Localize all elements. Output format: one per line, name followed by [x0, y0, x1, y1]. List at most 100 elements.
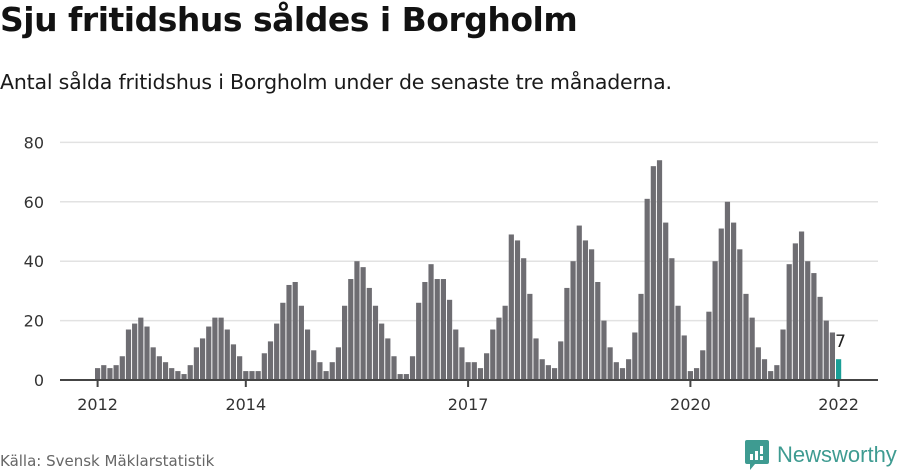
bar — [379, 323, 385, 380]
bar — [125, 329, 132, 380]
bar — [193, 347, 199, 380]
x-tick-label: 2014 — [225, 395, 266, 414]
bar — [663, 222, 669, 380]
bar — [551, 368, 558, 380]
bar — [576, 225, 582, 380]
chart-subtitle: Antal sålda fritidshus i Borgholm under … — [0, 70, 672, 94]
bar — [521, 258, 527, 380]
bar — [626, 359, 632, 380]
bar — [360, 267, 366, 380]
bar — [385, 338, 391, 380]
bar — [669, 258, 675, 380]
bar — [471, 362, 477, 380]
bar — [743, 293, 749, 380]
bar — [706, 311, 712, 380]
x-tick-label: 2012 — [77, 395, 118, 414]
bar — [755, 347, 761, 380]
bar — [582, 240, 589, 380]
bar — [403, 374, 409, 380]
bar — [650, 166, 656, 380]
bar — [280, 302, 286, 380]
bar — [823, 320, 829, 380]
y-tick-label: 40 — [24, 252, 44, 271]
bar — [632, 332, 638, 380]
bar — [589, 249, 595, 380]
bar — [304, 329, 311, 380]
bar — [514, 240, 521, 380]
bar — [761, 359, 768, 380]
bar — [613, 362, 619, 380]
bar — [298, 305, 304, 380]
bar — [533, 338, 539, 380]
bar — [274, 323, 280, 380]
bar — [354, 261, 360, 380]
bar — [607, 347, 613, 380]
bar — [422, 281, 428, 380]
bar — [119, 356, 125, 380]
bar — [829, 332, 836, 380]
bar — [255, 371, 261, 380]
bar — [101, 365, 107, 380]
bar — [218, 317, 224, 380]
bar — [230, 344, 237, 380]
bar — [700, 350, 706, 380]
bar — [329, 362, 335, 380]
bar — [428, 264, 434, 380]
bar — [95, 368, 101, 380]
bar — [237, 356, 243, 380]
bar — [459, 347, 465, 380]
bar — [508, 234, 514, 380]
x-tick-label: 2020 — [670, 395, 711, 414]
bar — [558, 341, 564, 380]
bar — [786, 264, 792, 380]
source-note: Källa: Svensk Mäklarstatistik — [0, 452, 215, 470]
bar — [570, 261, 576, 380]
bar — [798, 231, 805, 380]
bar — [780, 329, 786, 380]
bar — [687, 371, 693, 380]
bar — [434, 279, 440, 380]
bar — [718, 228, 724, 380]
bar — [545, 365, 551, 380]
brand-logo[interactable]: Newsworthy — [745, 440, 897, 470]
bar — [724, 201, 731, 380]
bar — [286, 284, 292, 380]
bar — [619, 368, 626, 380]
bar — [484, 353, 490, 380]
bar — [243, 371, 249, 380]
bar — [446, 299, 453, 380]
last-value-label: 7 — [835, 332, 846, 352]
bar — [144, 326, 150, 380]
bar — [768, 371, 774, 380]
bar — [465, 362, 471, 380]
bar — [656, 160, 663, 380]
bar — [601, 320, 607, 380]
bar — [539, 359, 545, 380]
bar — [805, 261, 811, 380]
bar — [490, 329, 496, 380]
bar — [323, 371, 329, 380]
bar — [132, 323, 138, 380]
bar — [113, 365, 119, 380]
bar — [187, 365, 193, 380]
bar — [440, 279, 446, 380]
bar — [342, 305, 348, 380]
x-tick-label: 2022 — [818, 395, 859, 414]
bar — [366, 287, 372, 380]
bar — [138, 317, 144, 380]
bar — [527, 293, 533, 380]
bar — [175, 371, 181, 380]
bar — [595, 281, 601, 380]
bar — [731, 222, 737, 380]
bar — [261, 353, 267, 380]
y-tick-label: 80 — [24, 133, 44, 152]
bar — [712, 261, 718, 380]
bar — [774, 365, 780, 380]
bar — [644, 198, 650, 380]
annotation: 7 — [835, 332, 846, 352]
chart-title: Sju fritidshus såldes i Borgholm — [0, 0, 578, 39]
bar — [311, 350, 317, 380]
x-axis: 2012 2014 2017 2020 2022 — [60, 379, 878, 414]
bar-chart: 0 20 40 60 80 2012 2014 2017 2020 2022 7 — [24, 133, 878, 414]
x-tick-label: 2017 — [448, 395, 489, 414]
